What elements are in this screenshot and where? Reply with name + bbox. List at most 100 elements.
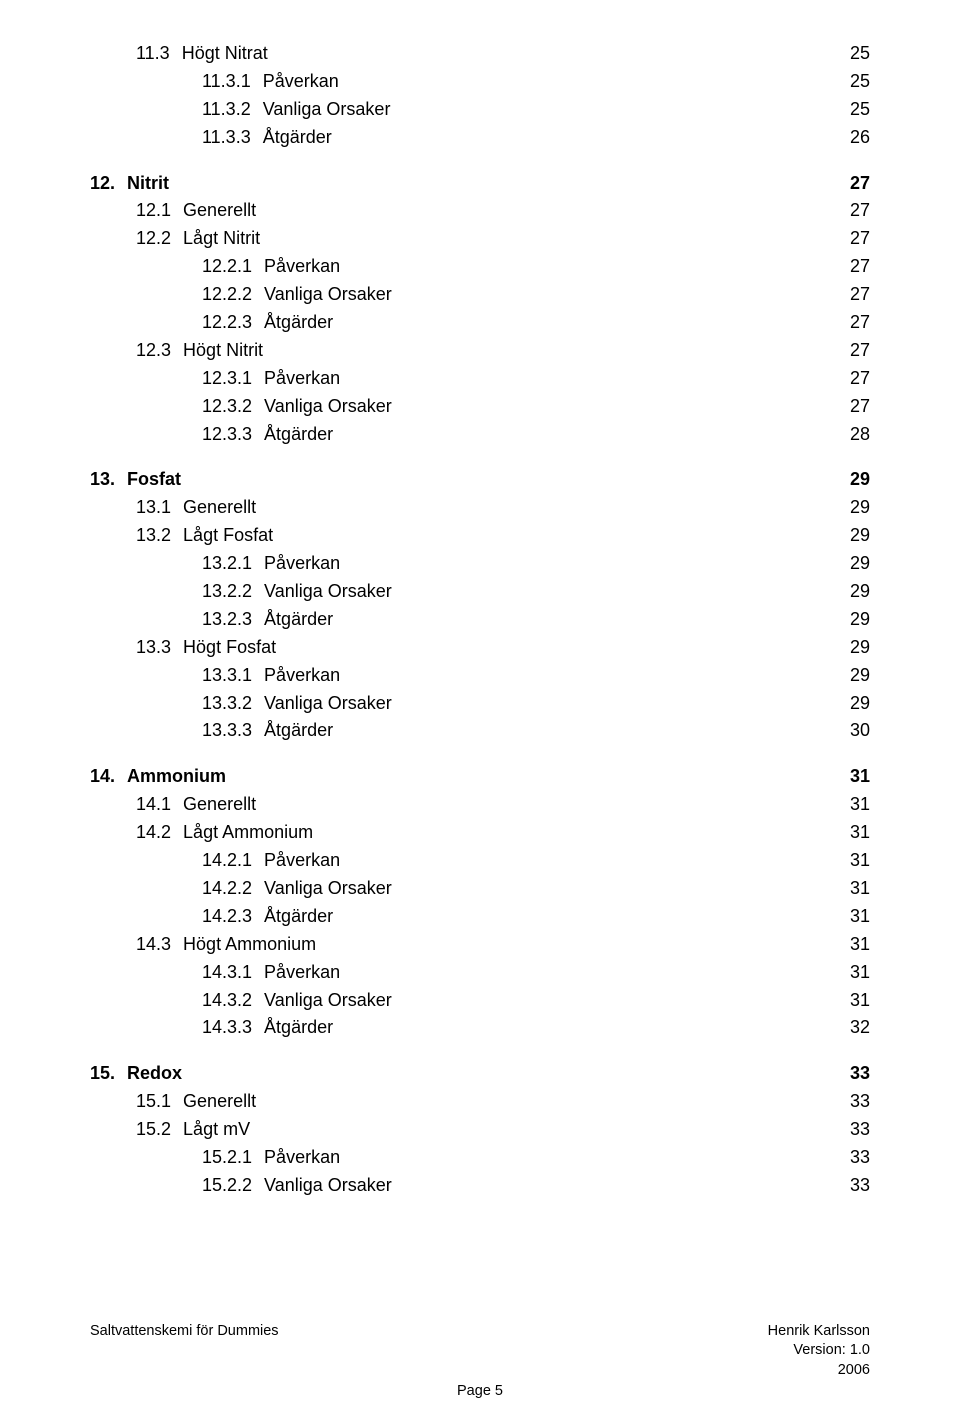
toc-number: 11.3 bbox=[136, 40, 170, 68]
toc-row: 13.3Högt Fosfat29 bbox=[90, 634, 870, 662]
toc-label: Högt Ammonium bbox=[171, 931, 830, 959]
toc-number: 12.3 bbox=[136, 337, 171, 365]
toc-number: 11.3.2 bbox=[202, 96, 251, 124]
toc-label: Lågt Ammonium bbox=[171, 819, 830, 847]
toc-row: 14.Ammonium31 bbox=[90, 763, 870, 791]
toc-number: 14. bbox=[90, 763, 115, 791]
toc-number: 12.2 bbox=[136, 225, 171, 253]
toc-label: Vanliga Orsaker bbox=[252, 1172, 830, 1200]
document-page: 11.3Högt Nitrat2511.3.1Påverkan2511.3.2V… bbox=[0, 0, 960, 1426]
toc-number: 15.1 bbox=[136, 1088, 171, 1116]
toc-label: Påverkan bbox=[251, 68, 830, 96]
footer-version: Version: 1.0 bbox=[793, 1342, 870, 1358]
toc-page: 29 bbox=[830, 578, 870, 606]
toc-page: 31 bbox=[830, 903, 870, 931]
toc-row: 13.2Lågt Fosfat29 bbox=[90, 522, 870, 550]
toc-page: 29 bbox=[830, 466, 870, 494]
toc-label: Vanliga Orsaker bbox=[252, 281, 830, 309]
toc-row: 15.1Generellt33 bbox=[90, 1088, 870, 1116]
toc-page: 31 bbox=[830, 875, 870, 903]
footer-right-block: Henrik Karlsson Version: 1.0 2006 bbox=[768, 1322, 870, 1381]
toc-label: Lågt mV bbox=[171, 1116, 830, 1144]
toc-number: 13.2.1 bbox=[202, 550, 252, 578]
toc-page: 27 bbox=[830, 309, 870, 337]
toc-label: Påverkan bbox=[252, 253, 830, 281]
toc-label: Åtgärder bbox=[252, 309, 830, 337]
toc-row: 15.2.1Påverkan33 bbox=[90, 1144, 870, 1172]
toc-row: 11.3.2Vanliga Orsaker25 bbox=[90, 96, 870, 124]
toc-page: 33 bbox=[830, 1116, 870, 1144]
toc-page: 31 bbox=[830, 763, 870, 791]
toc-page: 30 bbox=[830, 717, 870, 745]
toc-row: 13.3.2Vanliga Orsaker29 bbox=[90, 690, 870, 718]
toc-page: 29 bbox=[830, 606, 870, 634]
footer-year: 2006 bbox=[838, 1362, 870, 1378]
toc-number: 13. bbox=[90, 466, 115, 494]
toc-number: 12.1 bbox=[136, 197, 171, 225]
toc-page: 31 bbox=[830, 847, 870, 875]
toc-page: 32 bbox=[830, 1014, 870, 1042]
toc-row: 11.3.1Påverkan25 bbox=[90, 68, 870, 96]
toc-row: 15.2Lågt mV33 bbox=[90, 1116, 870, 1144]
toc-row: 15.2.2Vanliga Orsaker33 bbox=[90, 1172, 870, 1200]
toc-label: Åtgärder bbox=[252, 421, 830, 449]
toc-label: Högt Fosfat bbox=[171, 634, 830, 662]
toc-page: 31 bbox=[830, 931, 870, 959]
toc-page: 31 bbox=[830, 987, 870, 1015]
toc-label: Påverkan bbox=[252, 365, 830, 393]
toc-label: Påverkan bbox=[252, 550, 830, 578]
toc-number: 12.2.3 bbox=[202, 309, 252, 337]
toc-number: 14.2.2 bbox=[202, 875, 252, 903]
toc-label: Vanliga Orsaker bbox=[252, 875, 830, 903]
toc-number: 12.3.3 bbox=[202, 421, 252, 449]
toc-label: Generellt bbox=[171, 1088, 830, 1116]
toc-number: 12. bbox=[90, 170, 115, 198]
toc-label: Ammonium bbox=[115, 763, 830, 791]
toc-page: 28 bbox=[830, 421, 870, 449]
toc-page: 33 bbox=[830, 1144, 870, 1172]
toc-page: 26 bbox=[830, 124, 870, 152]
toc-number: 12.3.1 bbox=[202, 365, 252, 393]
toc-label: Lågt Fosfat bbox=[171, 522, 830, 550]
toc-row: 13.2.1Påverkan29 bbox=[90, 550, 870, 578]
toc-page: 27 bbox=[830, 197, 870, 225]
toc-label: Generellt bbox=[171, 197, 830, 225]
toc-number: 15. bbox=[90, 1060, 115, 1088]
toc-number: 15.2.1 bbox=[202, 1144, 252, 1172]
toc-page: 27 bbox=[830, 281, 870, 309]
toc-label: Högt Nitrit bbox=[171, 337, 830, 365]
toc-number: 13.2.3 bbox=[202, 606, 252, 634]
toc-page: 29 bbox=[830, 494, 870, 522]
toc-label: Vanliga Orsaker bbox=[252, 393, 830, 421]
toc-row: 12.Nitrit27 bbox=[90, 170, 870, 198]
footer-left-text: Saltvattenskemi för Dummies bbox=[90, 1322, 279, 1381]
toc-page: 33 bbox=[830, 1088, 870, 1116]
toc-page: 27 bbox=[830, 225, 870, 253]
toc-label: Generellt bbox=[171, 791, 830, 819]
toc-label: Nitrit bbox=[115, 170, 830, 198]
toc-page: 29 bbox=[830, 550, 870, 578]
toc-label: Vanliga Orsaker bbox=[252, 578, 830, 606]
toc-row: 14.1Generellt31 bbox=[90, 791, 870, 819]
toc-row: 13.2.3Åtgärder29 bbox=[90, 606, 870, 634]
toc-label: Högt Nitrat bbox=[170, 40, 830, 68]
toc-row: 12.1Generellt27 bbox=[90, 197, 870, 225]
toc-number: 11.3.1 bbox=[202, 68, 251, 96]
toc-page: 27 bbox=[830, 393, 870, 421]
toc-number: 13.2 bbox=[136, 522, 171, 550]
footer-author: Henrik Karlsson bbox=[768, 1323, 870, 1339]
toc-row: 14.3.1Påverkan31 bbox=[90, 959, 870, 987]
toc-row: 12.2.1Påverkan27 bbox=[90, 253, 870, 281]
toc-number: 13.3.1 bbox=[202, 662, 252, 690]
toc-label: Påverkan bbox=[252, 1144, 830, 1172]
toc-page: 27 bbox=[830, 170, 870, 198]
toc-page: 25 bbox=[830, 96, 870, 124]
toc-label: Fosfat bbox=[115, 466, 830, 494]
section-gap bbox=[90, 152, 870, 170]
toc-number: 14.1 bbox=[136, 791, 171, 819]
toc-page: 31 bbox=[830, 791, 870, 819]
toc-number: 14.2 bbox=[136, 819, 171, 847]
toc-page: 31 bbox=[830, 959, 870, 987]
footer-page-number: Page 5 bbox=[90, 1382, 870, 1402]
toc-row: 14.2.3Åtgärder31 bbox=[90, 903, 870, 931]
